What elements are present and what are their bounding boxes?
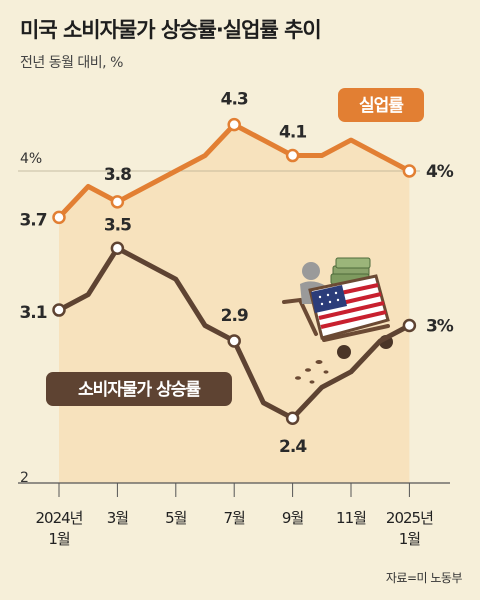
unemployment-data-label: 4.1 [279, 123, 306, 143]
dirt-particle [309, 380, 315, 384]
x-tick-label: 2025년 [386, 509, 433, 527]
y-tick-label: 4% [20, 151, 42, 167]
unemployment-badge [338, 88, 424, 122]
unemployment-data-label: 4.3 [221, 90, 248, 110]
dirt-particle [323, 370, 329, 374]
dirt-particle [305, 368, 311, 372]
unemployment-point [110, 195, 125, 209]
cpi-data-label: 2.9 [221, 306, 248, 326]
cart-wheel [337, 345, 351, 359]
us-flag-icon [308, 274, 390, 340]
chart-subtitle: 전년 동월 대비, % [20, 55, 123, 71]
dirt-particle [315, 360, 323, 364]
cpi-point [402, 318, 417, 333]
x-tick-label: 1월 [399, 530, 421, 548]
unemployment-point [402, 164, 417, 178]
cart-handle [282, 297, 318, 336]
dirt-particle [295, 376, 301, 380]
shopping-cart-flag-illustration [282, 257, 393, 384]
unemployment-point [227, 117, 241, 132]
unemployment-data-label: 3.8 [104, 165, 131, 185]
cpi-data-label: 3.5 [104, 215, 131, 235]
chart-title: 미국 소비자물가 상승률·실업률 추이 [20, 18, 322, 42]
x-tick-label: 9월 [282, 509, 304, 527]
unemployment-point [285, 148, 300, 163]
x-tick-label: 7월 [224, 509, 246, 527]
unemployment-badge-label: 실업률 [359, 96, 404, 116]
cpi-point [52, 303, 66, 317]
unemployment-data-label: 3.7 [19, 210, 46, 230]
x-tick-label: 3월 [107, 509, 129, 527]
cpi-badge-label: 소비자물가 상승률 [78, 380, 201, 400]
cpi-data-label: 2.4 [279, 437, 307, 457]
x-tick-label: 11월 [336, 509, 366, 527]
cpi-point [227, 334, 241, 348]
x-tick-label: 5월 [165, 509, 187, 527]
unemployment-data-label: 4% [426, 162, 454, 182]
cpi-data-label: 3.1 [19, 303, 46, 323]
unemployment-point [52, 210, 66, 225]
money-stack [335, 257, 371, 269]
cpi-point [285, 411, 300, 425]
cpi-point [110, 241, 125, 255]
cpi-badge [46, 372, 232, 406]
y-tick-label: 2 [20, 470, 29, 486]
cpi-data-label: 3% [426, 317, 454, 337]
source-note: 자료=미 노동부 [385, 571, 463, 585]
x-tick-label: 1월 [48, 530, 70, 548]
x-tick-label: 2024년 [36, 509, 83, 527]
